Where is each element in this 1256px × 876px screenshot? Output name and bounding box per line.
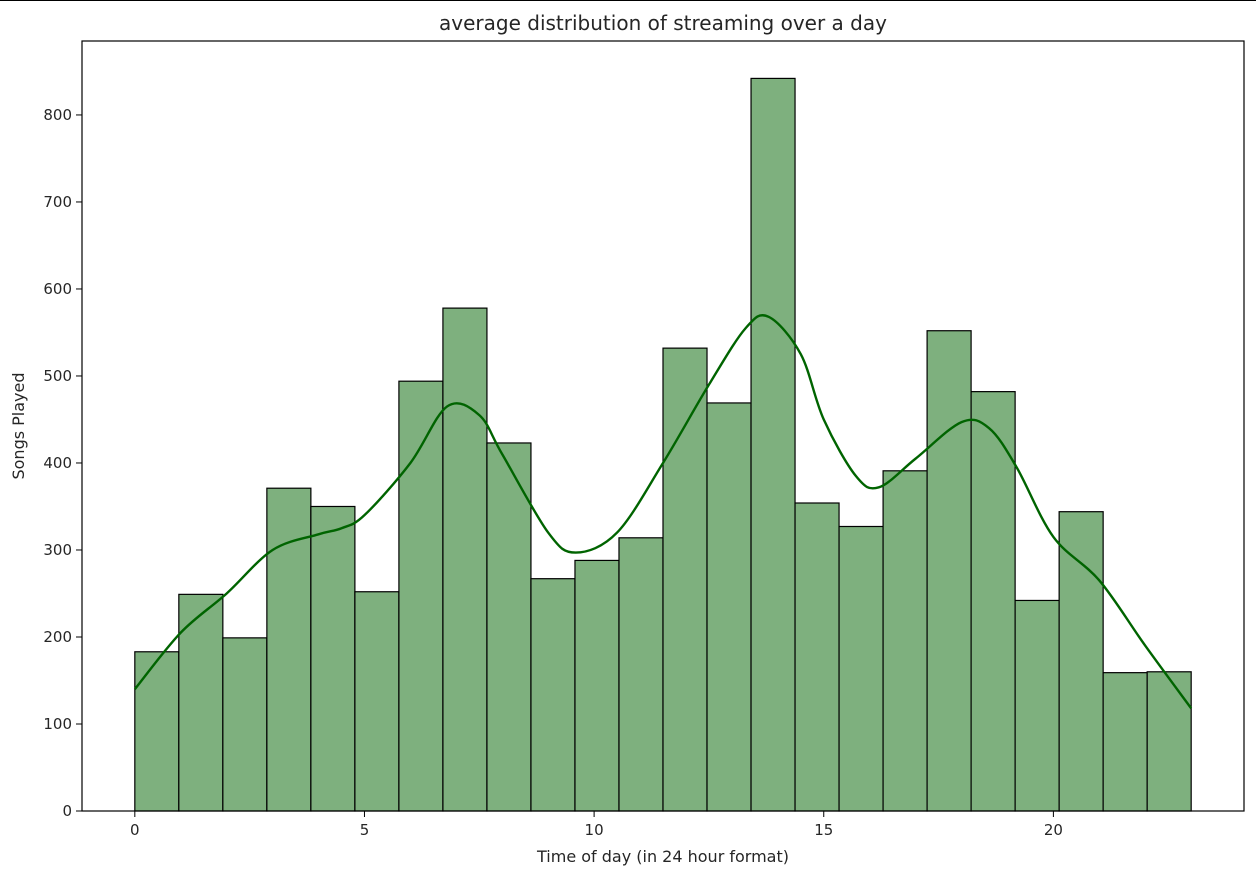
x-axis-label: Time of day (in 24 hour format): [536, 847, 789, 866]
y-tick-label: 100: [43, 715, 72, 733]
histogram-bar: [838, 525, 884, 812]
histogram-bar: [750, 77, 796, 812]
histogram-bar: [926, 330, 972, 812]
histogram-bar: [1014, 599, 1060, 812]
y-tick-label: 300: [43, 541, 72, 559]
histogram-bar: [222, 637, 268, 812]
y-tick-label: 700: [43, 193, 72, 211]
y-tick-label: 600: [43, 280, 72, 298]
histogram-bar: [354, 591, 400, 812]
histogram-bar: [1102, 672, 1148, 812]
histogram-bar: [882, 470, 928, 812]
kde-curve: [133, 313, 1193, 710]
histogram-bar: [706, 402, 752, 812]
histogram-bar: [794, 502, 840, 812]
y-axis-label: Songs Played: [9, 372, 28, 479]
chart-title: average distribution of streaming over a…: [439, 11, 887, 35]
histogram-bar: [310, 505, 356, 812]
histogram-bar: [530, 578, 576, 812]
axes-frame: [81, 40, 1245, 812]
x-tick-label: 10: [585, 821, 604, 839]
x-tick-label: 0: [130, 821, 140, 839]
y-tick-label: 200: [43, 628, 72, 646]
histogram-bar: [134, 651, 180, 812]
y-tick-label: 500: [43, 367, 72, 385]
histogram-bar: [486, 442, 532, 812]
histogram-bar: [1146, 671, 1192, 812]
x-tick-label: 15: [814, 821, 833, 839]
histogram-bar: [442, 307, 488, 812]
y-tick-label: 0: [62, 802, 72, 820]
histogram-bar: [574, 559, 620, 812]
histogram-bar: [618, 537, 664, 812]
y-tick-label: 400: [43, 454, 72, 472]
y-tick-label: 800: [43, 106, 72, 124]
histogram-bar: [662, 347, 708, 812]
x-tick-label: 5: [360, 821, 370, 839]
x-tick-label: 20: [1044, 821, 1063, 839]
histogram-bar: [266, 487, 312, 812]
histogram-bar: [1058, 511, 1104, 812]
top-border-line: [0, 0, 1256, 1]
histogram-bar: [398, 380, 444, 812]
